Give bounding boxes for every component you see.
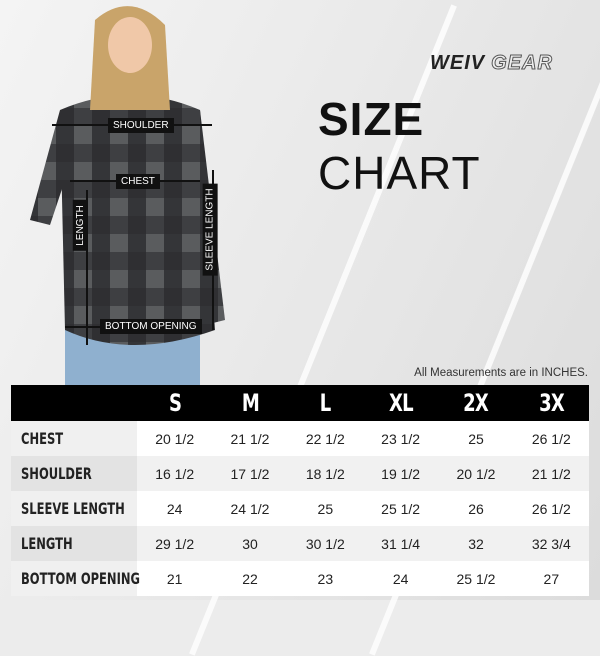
shoulder-label: SHOULDER <box>108 118 174 133</box>
table-cell: 17 1/2 <box>212 456 288 491</box>
units-note: All Measurements are in INCHES. <box>414 367 588 379</box>
size-header: M <box>212 385 288 421</box>
table-cell: 20 1/2 <box>438 456 514 491</box>
header-blank <box>11 385 137 421</box>
table-cell: 26 1/2 <box>513 491 589 526</box>
table-cell: 21 1/2 <box>212 421 288 456</box>
table-cell: 26 <box>438 491 514 526</box>
table-cell: 25 <box>438 421 514 456</box>
table-cell: 21 1/2 <box>513 456 589 491</box>
table-cell: 25 1/2 <box>438 561 514 596</box>
table-cell: 31 1/4 <box>362 526 439 561</box>
size-header: XL <box>362 385 439 421</box>
length-label: LENGTH <box>72 200 88 251</box>
table-cell: 19 1/2 <box>362 456 439 491</box>
row-label: CHEST <box>11 421 137 456</box>
table-cell: 32 <box>438 526 514 561</box>
table-row: SHOULDER 16 1/2 17 1/2 18 1/2 19 1/2 20 1/2 21… <box>11 456 589 491</box>
size-label: XL <box>388 389 414 417</box>
size-label: L <box>319 389 331 417</box>
size-header: 2X <box>438 385 514 421</box>
table-cell: 23 <box>287 561 363 596</box>
table-cell: 29 1/2 <box>137 526 213 561</box>
table-cell: 16 1/2 <box>137 456 213 491</box>
chest-label: CHEST <box>116 174 160 189</box>
table-cell: 32 3/4 <box>513 526 589 561</box>
size-table: S M L XL 2X 3X CHEST 20 1/2 21 1/2 22 1/2 23 1/2 2… <box>11 385 589 596</box>
row-label: SHOULDER <box>11 456 137 491</box>
table-cell: 25 1/2 <box>362 491 439 526</box>
brand-logo: WEIV GEAR <box>430 52 553 75</box>
bottom-label: BOTTOM OPENING <box>100 319 202 334</box>
table-cell: 22 1/2 <box>287 421 363 456</box>
table-row: LENGTH 29 1/2 30 30 1/2 31 1/4 32 32 3/4 <box>11 526 589 561</box>
size-label: 2X <box>463 389 490 417</box>
table-cell: 26 1/2 <box>513 421 589 456</box>
size-label: S <box>168 389 182 417</box>
table-cell: 18 1/2 <box>287 456 363 491</box>
size-header: L <box>287 385 363 421</box>
table-row: SLEEVE LENGTH 24 24 1/2 25 25 1/2 26 26 1/2 <box>11 491 589 526</box>
size-header: 3X <box>513 385 589 421</box>
size-label: 3X <box>538 389 565 417</box>
model-photo <box>30 6 225 385</box>
table-cell: 22 <box>212 561 288 596</box>
table-cell: 20 1/2 <box>137 421 213 456</box>
size-header: S <box>137 385 213 421</box>
row-label: LENGTH <box>11 526 137 561</box>
sleeve-label: SLEEVE LENGTH <box>202 183 218 276</box>
table-cell: 30 <box>212 526 288 561</box>
length-line <box>86 190 88 345</box>
table-cell: 24 <box>137 491 213 526</box>
table-cell: 30 1/2 <box>287 526 363 561</box>
size-label: M <box>241 389 259 417</box>
header-row: S M L XL 2X 3X <box>11 385 589 421</box>
table-cell: 24 1/2 <box>212 491 288 526</box>
table-cell: 25 <box>287 491 363 526</box>
row-label: BOTTOM OPENING <box>11 561 140 596</box>
table-cell: 27 <box>513 561 589 596</box>
row-label: SLEEVE LENGTH <box>11 491 137 526</box>
table-cell: 23 1/2 <box>362 421 439 456</box>
page-title: SIZE CHART <box>318 93 481 199</box>
table-row: CHEST 20 1/2 21 1/2 22 1/2 23 1/2 25 26 1/2 <box>11 421 589 456</box>
table-cell: 24 <box>362 561 439 596</box>
table-row: BOTTOM OPENING 21 22 23 24 25 1/2 27 <box>11 561 589 596</box>
table-cell: 21 <box>137 561 213 596</box>
